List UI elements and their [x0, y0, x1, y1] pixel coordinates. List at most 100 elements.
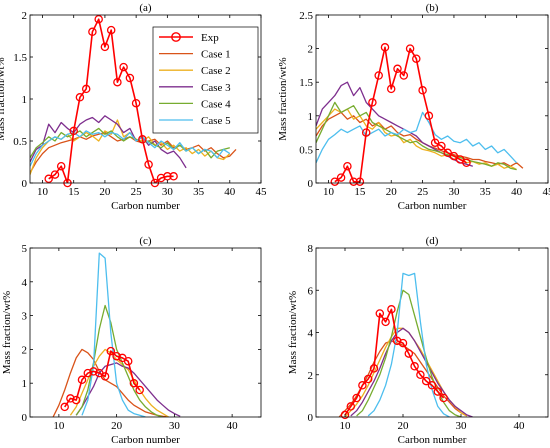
y-tick-label: 4 [22, 277, 28, 289]
exp-marker [135, 385, 144, 395]
x-tick-label: 10 [340, 420, 352, 432]
x-axis-label: Carbon number [111, 200, 180, 212]
exp-marker [424, 111, 434, 121]
x-tick-label: 45 [256, 186, 268, 198]
panel-3: 10 20 30 40 0 2 4 6 8 (d) Carbon number Mass fracti… [287, 235, 549, 446]
x-tick-label: 35 [480, 186, 492, 198]
exp-marker [363, 374, 373, 384]
series-line-case-5 [316, 111, 518, 164]
exp-marker [163, 172, 172, 181]
y-tick-label: 3 [22, 311, 28, 323]
exp-marker [392, 336, 402, 346]
exp-marker [83, 368, 93, 378]
panel-title: (a) [139, 2, 152, 14]
exp-marker [125, 73, 135, 83]
exp-marker [437, 141, 446, 151]
x-tick-label: 20 [111, 420, 123, 432]
series-line-case-5 [367, 272, 450, 417]
exp-marker [144, 160, 153, 169]
exp-marker [355, 177, 365, 186]
exp-marker [69, 126, 78, 136]
series-line-exp [48, 18, 174, 183]
x-tick-label: 15 [354, 186, 366, 198]
x-tick-label: 30 [162, 186, 174, 198]
exp-marker [430, 138, 440, 147]
exp-marker [119, 62, 128, 72]
panel-1: 10 15 20 25 30 35 40 45 0 0.5 1 1.5 2 2.5 (b) Carbon nu… [277, 2, 550, 212]
axes-box [29, 247, 262, 418]
legend-label: Case 4 [201, 98, 231, 110]
exp-marker [380, 43, 390, 52]
axes-box [315, 14, 549, 184]
y-tick-label: 1 [22, 378, 28, 390]
exp-marker [50, 170, 60, 179]
panel-title: (d) [426, 235, 439, 247]
y-axis-label: Mass fraction/wt% [0, 57, 7, 140]
series-line-case-4 [316, 101, 517, 171]
exp-marker [386, 84, 396, 94]
y-tick-label: 0 [308, 412, 314, 424]
series-line-case-1 [338, 340, 468, 417]
x-axis-label: Carbon number [111, 434, 180, 446]
exp-marker [381, 317, 390, 327]
panel-2: 10 20 30 40 0 1 2 3 4 5 (c) Carbon number Mass fract… [1, 235, 262, 446]
x-tick-label: 20 [398, 420, 410, 432]
exp-marker [416, 370, 425, 380]
x-tick-label: 40 [514, 420, 526, 432]
x-tick-label: 20 [386, 186, 398, 198]
exp-marker [131, 98, 141, 108]
exp-marker [336, 173, 346, 182]
series-line-case-2 [69, 348, 169, 417]
exp-marker [427, 381, 437, 390]
exp-marker [106, 25, 116, 35]
exp-marker [123, 356, 133, 366]
y-axis-label: Mass fraction/wt% [277, 57, 289, 140]
exp-marker [369, 364, 379, 373]
x-tick-label: 10 [53, 420, 65, 432]
exp-marker [71, 395, 81, 405]
exp-marker [449, 151, 459, 161]
legend-label: Exp [201, 32, 219, 44]
series-line-case-1 [52, 348, 169, 417]
y-axis-label: Mass fraction/wt% [287, 291, 299, 374]
y-tick-label: 0 [22, 178, 28, 190]
exp-marker [138, 135, 147, 144]
x-tick-label: 30 [169, 420, 181, 432]
exp-marker [405, 44, 415, 53]
exp-marker [66, 394, 75, 403]
legend-box [152, 26, 259, 134]
exp-marker [77, 375, 87, 385]
exp-marker [352, 393, 361, 403]
legend: Exp Case 1 Case 2 Case 3 Case 4 Case 5 [152, 26, 259, 134]
exp-marker [346, 402, 356, 411]
exp-marker [368, 98, 377, 107]
x-tick-label: 45 [543, 186, 550, 198]
x-tick-label: 40 [227, 420, 239, 432]
x-tick-label: 10 [37, 186, 49, 198]
panel-title: (b) [426, 2, 439, 14]
x-tick-label: 25 [417, 186, 429, 198]
x-tick-label: 40 [224, 186, 236, 198]
series-line-case-1 [316, 111, 524, 169]
exp-marker [349, 177, 358, 186]
exp-marker [433, 387, 443, 396]
exp-marker [358, 381, 367, 390]
series-line-case-3 [75, 362, 181, 417]
exp-marker [455, 155, 465, 164]
exp-marker [100, 372, 110, 381]
exp-marker [113, 77, 122, 87]
x-tick-label: 35 [193, 186, 205, 198]
y-tick-label: 1.5 [299, 77, 313, 89]
legend-label: Case 1 [201, 49, 231, 61]
exp-marker [393, 64, 402, 74]
legend-label: Case 3 [201, 82, 231, 94]
y-tick-label: 1 [22, 94, 28, 106]
exp-marker [375, 309, 385, 318]
panel-title: (c) [139, 235, 152, 247]
y-axis-label: Mass fraction/wt% [1, 291, 13, 374]
exp-marker [106, 346, 116, 356]
x-tick-label: 20 [99, 186, 111, 198]
y-tick-label: 6 [308, 285, 314, 297]
exp-marker [410, 362, 419, 371]
